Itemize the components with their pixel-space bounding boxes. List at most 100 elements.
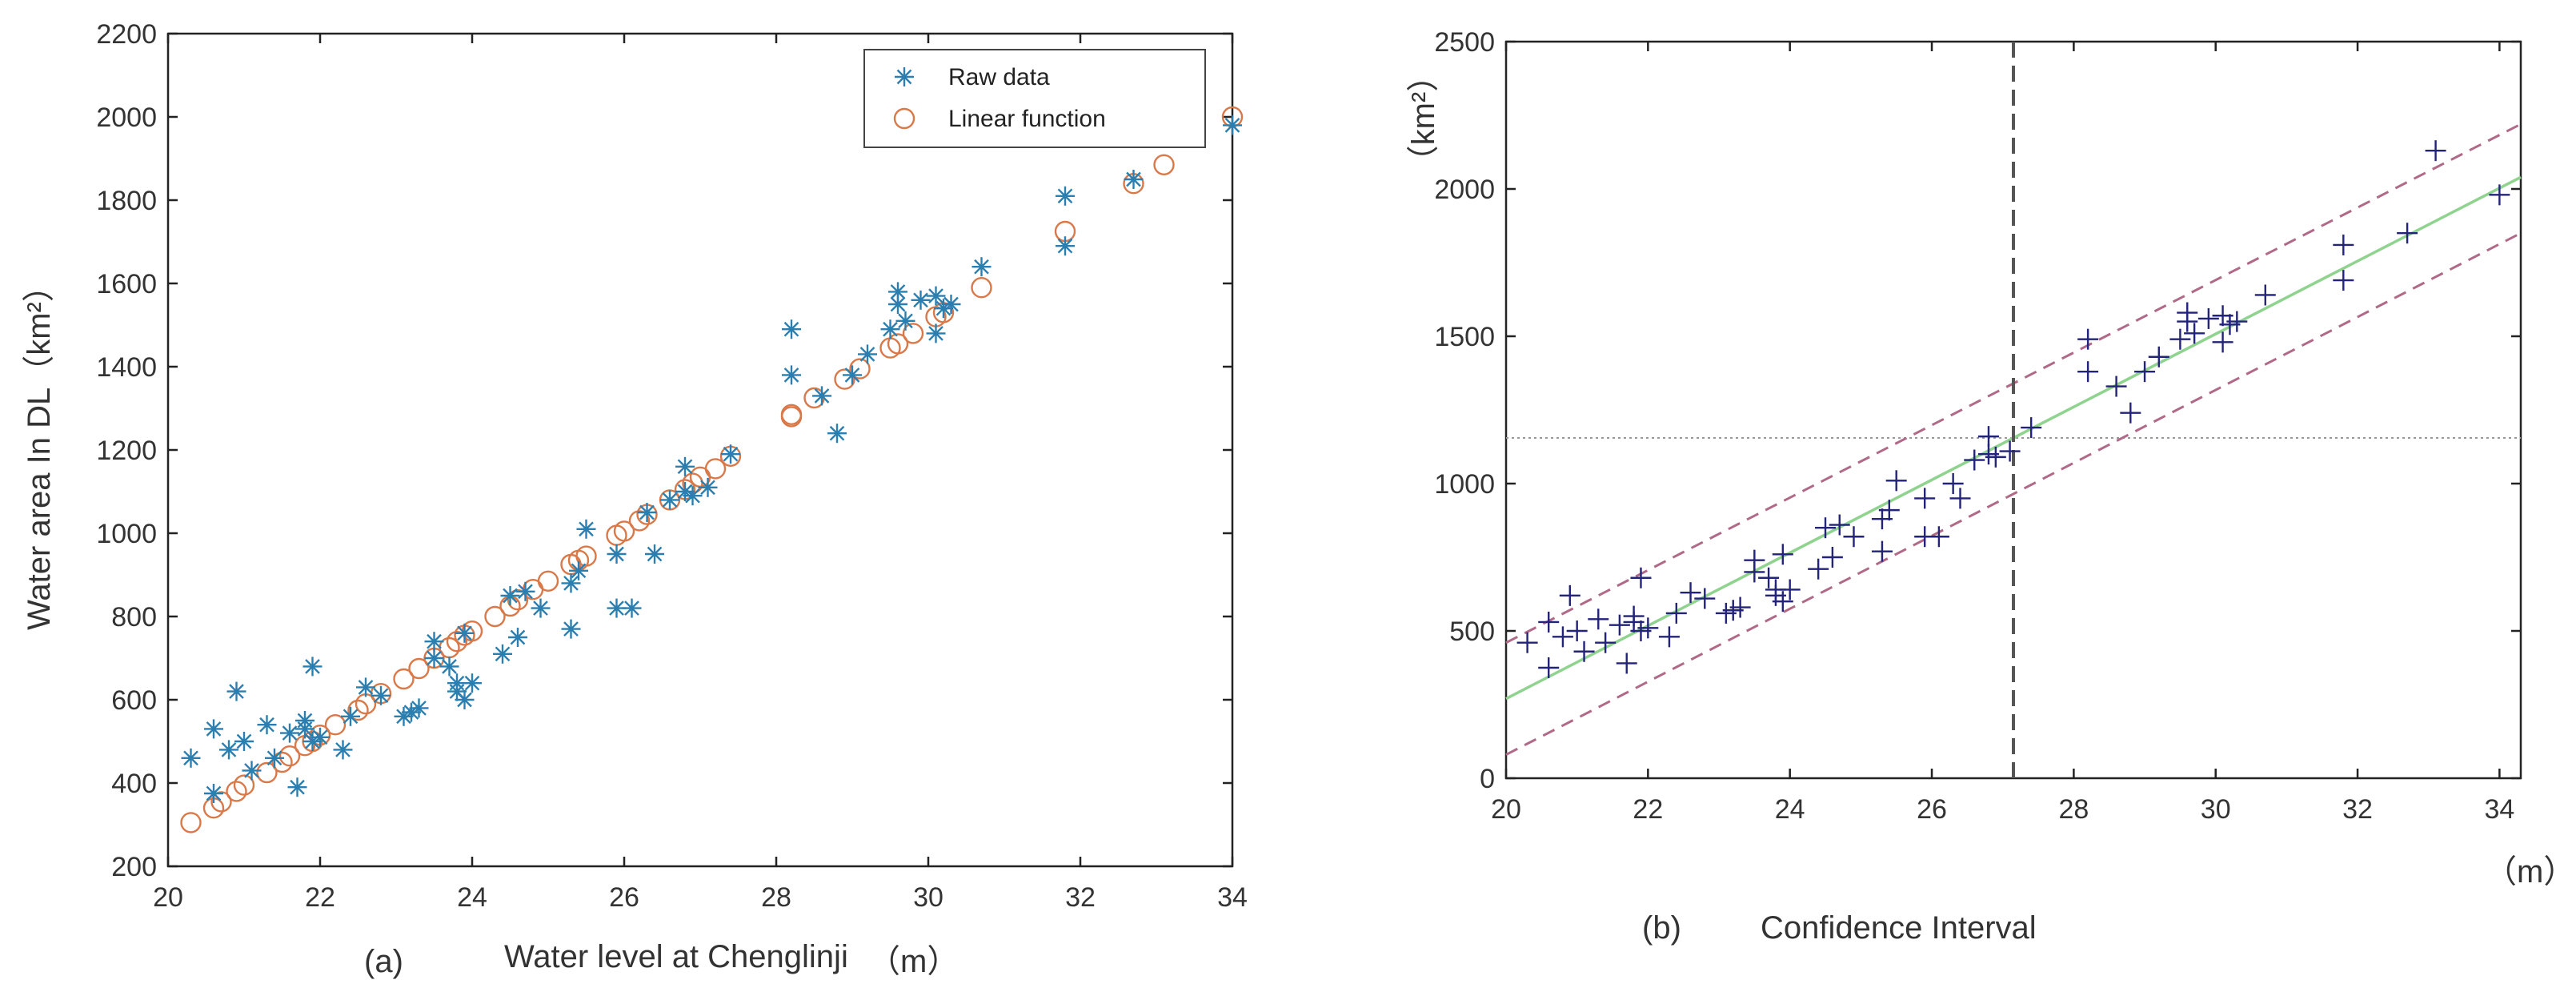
observation-point — [2169, 328, 2191, 350]
y-tick-label: 1000 — [96, 519, 157, 549]
observation-point — [2177, 302, 2198, 323]
chart-b-panel-label: (b) — [1642, 910, 1681, 946]
x-tick-label: 26 — [609, 882, 639, 913]
raw-point — [926, 323, 946, 343]
linear-point — [780, 406, 803, 428]
chart-b-ci-lower-line — [1505, 231, 2522, 756]
raw-point — [561, 619, 581, 639]
raw-point — [500, 586, 520, 605]
raw-point — [356, 677, 375, 697]
raw-point — [782, 319, 801, 339]
observation-point — [2105, 376, 2127, 397]
y-tick-label: 2200 — [96, 19, 157, 50]
x-tick-label: 28 — [2058, 794, 2089, 825]
x-tick-label: 32 — [2342, 794, 2373, 825]
observation-point — [1566, 620, 1588, 641]
observation-point — [1949, 488, 1971, 509]
x-tick-label: 24 — [457, 882, 487, 913]
observation-point — [1538, 611, 1560, 633]
linear-point — [278, 745, 301, 767]
raw-point — [645, 544, 664, 564]
raw-point — [219, 740, 238, 760]
y-tick-label: 200 — [111, 852, 157, 882]
observation-point — [1779, 579, 1801, 600]
chart-b: 20 22 24 26 28 30 32 34 0 500 1000 1500 2000 2500 （k… — [1406, 27, 2575, 946]
y-tick-label: 1000 — [1434, 469, 1495, 500]
linear-point — [971, 277, 992, 299]
x-tick-label: 20 — [1491, 794, 1521, 825]
raw-point — [204, 784, 223, 803]
raw-point — [310, 727, 330, 747]
linear-point — [1153, 154, 1175, 176]
observation-point — [2254, 284, 2276, 306]
observation-point — [1942, 473, 1964, 494]
chart-b-observation-series — [1516, 140, 2510, 678]
raw-point — [181, 748, 201, 768]
observation-point — [1680, 582, 1701, 604]
linear-point — [849, 358, 871, 380]
x-tick-label: 32 — [1065, 882, 1096, 913]
raw-point — [515, 581, 535, 601]
linear-point — [902, 323, 924, 344]
x-tick-label: 34 — [2484, 794, 2514, 825]
legend-box — [863, 49, 1206, 148]
chart-a-xlabel-unit: （m） — [868, 944, 959, 979]
legend-linear-circle — [893, 107, 915, 130]
observation-point — [1885, 470, 1907, 492]
raw-point — [675, 456, 695, 476]
chart-b-ylabel-unit: （km²） — [1406, 60, 1441, 178]
observation-point — [1758, 567, 1780, 588]
y-tick-label: 1400 — [96, 352, 157, 383]
observation-point — [1516, 632, 1538, 653]
raw-point — [424, 632, 444, 652]
legend-linear-marker — [893, 107, 915, 130]
y-tick-label: 1600 — [96, 269, 157, 299]
observation-point — [1871, 540, 1893, 562]
observation-point — [1538, 657, 1560, 678]
linear-point — [613, 520, 635, 542]
raw-point — [698, 477, 718, 497]
y-tick-label: 2000 — [1434, 175, 1495, 205]
raw-point — [782, 365, 801, 385]
raw-point — [561, 573, 581, 593]
observation-point — [1552, 626, 1573, 648]
raw-point — [926, 286, 946, 306]
y-tick-label: 0 — [1480, 764, 1495, 794]
raw-point — [531, 598, 551, 618]
legend-raw-asterisk — [895, 67, 914, 86]
x-tick-label: 28 — [761, 882, 791, 913]
observation-point — [1829, 514, 1850, 536]
raw-point — [637, 503, 657, 522]
observation-point — [1608, 614, 1630, 636]
observation-point — [2212, 331, 2233, 353]
raw-point — [439, 657, 459, 677]
observation-point — [1815, 517, 1837, 539]
y-tick-label: 400 — [111, 769, 157, 799]
observation-point — [2148, 346, 2169, 367]
x-tick-label: 34 — [1217, 882, 1248, 913]
observation-point — [1729, 596, 1751, 618]
observation-point — [2077, 328, 2099, 350]
observation-point — [1928, 526, 1949, 548]
raw-point — [721, 444, 740, 464]
linear-point — [393, 668, 415, 690]
raw-point — [1056, 236, 1075, 256]
y-tick-label: 800 — [111, 602, 157, 633]
raw-point — [402, 702, 421, 722]
raw-point — [226, 681, 246, 701]
observation-point — [1616, 653, 1637, 674]
raw-point — [972, 257, 992, 277]
raw-point — [234, 732, 254, 751]
observation-point — [1977, 426, 1999, 448]
observation-point — [1843, 526, 1865, 548]
observation-point — [1821, 547, 1843, 568]
observation-point — [2021, 417, 2042, 439]
raw-point — [204, 719, 223, 739]
observation-point — [1665, 602, 1687, 624]
chart-b-x-ticks: 20 22 24 26 28 30 32 34 — [1491, 42, 2514, 825]
observation-point — [1559, 584, 1580, 606]
chart-a-panel-label: (a) — [364, 944, 403, 979]
chart-a-xlabel: Water level at Chenglinji — [504, 939, 848, 974]
raw-point — [463, 673, 482, 693]
